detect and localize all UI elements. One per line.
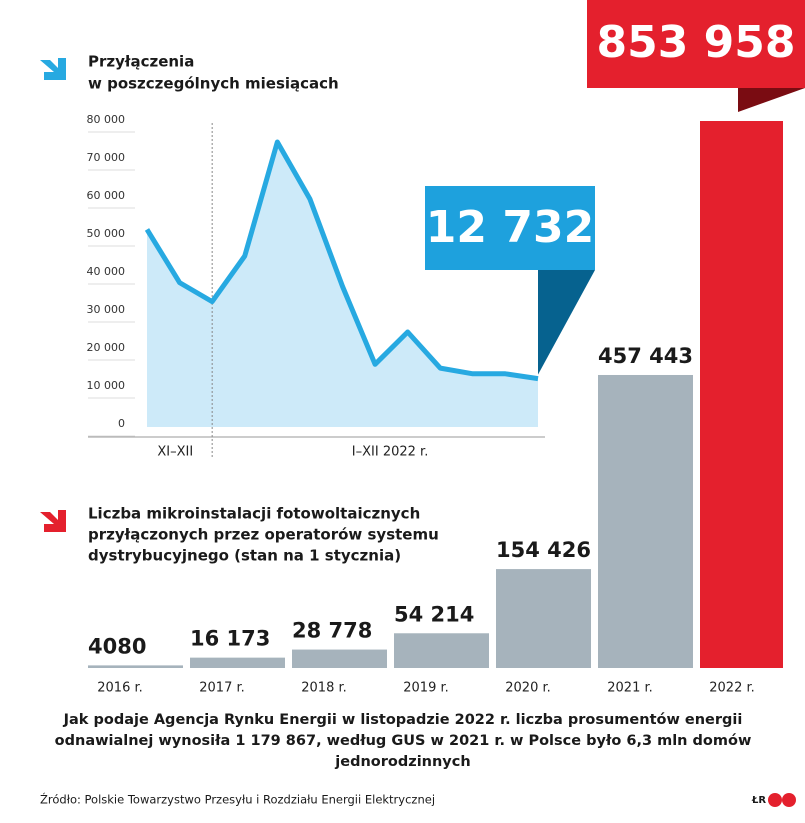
line	[144, 139, 539, 382]
y-tick-label: 80 000	[87, 113, 126, 126]
y-tick-label: 20 000	[87, 341, 126, 354]
x-tick-label: 2017 r.	[199, 681, 245, 696]
x-group-label: XI–XII	[157, 445, 193, 460]
x-tick-label: 2021 r.	[607, 681, 653, 696]
logo	[768, 793, 782, 807]
value-label: 28 778	[292, 619, 372, 643]
x-tick-label: 2019 r.	[403, 681, 449, 696]
y-tick-label: 10 000	[87, 379, 126, 392]
chart-title: przyłączonych przez operatorów systemu	[88, 526, 439, 544]
source: Źródło: Polskie Towarzystwo Przesyłu i R…	[40, 792, 435, 807]
footnote-line: Jak podaje Agencja Rynku Energii w listo…	[63, 712, 743, 728]
x-tick-label: 2020 r.	[505, 681, 551, 696]
bar	[394, 633, 489, 668]
value-label: 4080	[88, 634, 146, 658]
chart-title: Liczba mikroinstalacji fotowoltaicznych	[88, 505, 420, 523]
bar	[598, 374, 693, 668]
y-tick-label: 30 000	[87, 303, 126, 316]
y-tick-label: 0	[118, 417, 125, 430]
value-label: 853 958	[596, 17, 795, 68]
bar	[190, 657, 285, 668]
footnote-line: odnawialnej wynosiła 1 179 867, według G…	[55, 733, 752, 749]
bar	[700, 121, 783, 668]
y-tick-label: 40 000	[87, 265, 126, 278]
bar	[496, 569, 591, 668]
value-label: 16 173	[190, 627, 270, 651]
chart-title: dystrybucyjnego (stan na 1 stycznia)	[88, 547, 401, 565]
x-tick-label: 2022 r.	[709, 681, 755, 696]
callout-box	[425, 186, 595, 270]
y-tick-label: 70 000	[87, 151, 126, 164]
x-tick-label: 2016 r.	[97, 681, 143, 696]
red-arrow-icon	[40, 510, 66, 532]
total-box	[587, 0, 805, 88]
blue-arrow-icon	[40, 58, 66, 80]
callout-tail	[538, 270, 595, 375]
x-group-label: I–XII 2022 r.	[352, 445, 429, 460]
value-label: 54 214	[394, 602, 474, 626]
chart-title: w poszczególnych miesiącach	[88, 75, 339, 93]
value-label: 457 443	[598, 344, 693, 368]
value-label: 12 732	[426, 202, 594, 253]
bar	[292, 649, 387, 668]
footnote-line: jednorodzinnych	[334, 754, 470, 770]
value-label: 154 426	[496, 538, 591, 562]
credit: ŁR	[751, 795, 766, 806]
chart-title: Przyłączenia	[88, 53, 194, 71]
logo	[782, 793, 796, 807]
x-tick-label: 2018 r.	[301, 681, 347, 696]
y-tick-label: 50 000	[87, 227, 126, 240]
bar	[88, 665, 183, 668]
y-tick-label: 60 000	[87, 189, 126, 202]
area	[147, 142, 538, 427]
total-fold	[738, 88, 805, 112]
